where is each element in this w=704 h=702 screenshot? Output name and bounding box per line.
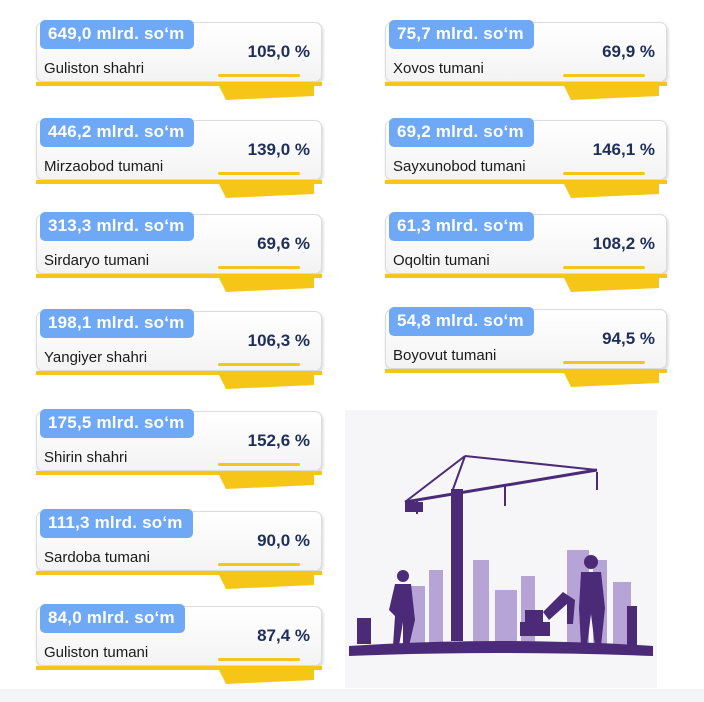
card-accent-bar [36, 666, 322, 670]
amount-badge: 649,0 mlrd. so‘m [40, 20, 195, 49]
card-flag-shape [563, 84, 659, 100]
card-flag-shape [218, 276, 314, 292]
stat-card-left-1: 649,0 mlrd. so‘m Guliston shahri 105,0 % [36, 20, 322, 100]
stat-card-left-3: 313,3 mlrd. so‘m Sirdaryo tumani 69,6 % [36, 212, 322, 292]
percent-underline [218, 74, 300, 77]
percent-value: 90,0 % [257, 531, 310, 550]
stat-card-right-3: 61,3 mlrd. so‘m Oqoltin tumani 108,2 % [385, 212, 667, 292]
place-label: Xovos tumani [393, 60, 484, 77]
percent-underline [563, 361, 645, 364]
card-accent-bar [385, 82, 667, 86]
percent-value: 69,9 % [602, 42, 655, 61]
card-flag-shape [218, 373, 314, 389]
card-flag-shape [218, 182, 314, 198]
place-label: Sirdaryo tumani [44, 252, 150, 269]
stat-card-left-5: 175,5 mlrd. so‘m Shirin shahri 152,6 % [36, 409, 322, 489]
card-flag-shape [218, 84, 314, 100]
percent-value: 87,4 % [257, 626, 310, 645]
construction-silhouette-icon [349, 455, 653, 656]
percent-underline [218, 463, 300, 466]
place-label: Sardoba tumani [44, 549, 150, 566]
card-flag-shape [563, 182, 659, 198]
percent-value: 106,3 % [247, 331, 310, 350]
card-accent-bar [36, 371, 322, 375]
amount-badge: 198,1 mlrd. so‘m [40, 309, 195, 338]
place-label: Shirin shahri [44, 449, 128, 466]
percent-underline [563, 172, 645, 175]
card-accent-bar [385, 369, 667, 373]
card-accent-bar [36, 180, 322, 184]
percent-value: 152,6 % [247, 431, 310, 450]
place-label: Oqoltin tumani [393, 252, 490, 269]
amount-badge: 84,0 mlrd. so‘m [40, 604, 185, 633]
place-label: Sayxunobod tumani [393, 158, 526, 175]
percent-underline [218, 363, 300, 366]
percent-value: 146,1 % [592, 140, 655, 159]
card-accent-bar [36, 82, 322, 86]
card-flag-shape [563, 371, 659, 387]
amount-badge: 69,2 mlrd. so‘m [389, 118, 534, 147]
card-flag-shape [218, 573, 314, 589]
stat-card-right-1: 75,7 mlrd. so‘m Xovos tumani 69,9 % [385, 20, 667, 100]
card-flag-shape [218, 668, 314, 684]
amount-badge: 446,2 mlrd. so‘m [40, 118, 195, 147]
amount-badge: 175,5 mlrd. so‘m [40, 409, 195, 438]
stat-card-left-6: 111,3 mlrd. so‘m Sardoba tumani 90,0 % [36, 509, 322, 589]
card-flag-shape [218, 473, 314, 489]
percent-underline [218, 266, 300, 269]
percent-underline [563, 266, 645, 269]
construction-illustration [345, 410, 657, 688]
stat-card-left-7: 84,0 mlrd. so‘m Guliston tumani 87,4 % [36, 604, 322, 684]
card-flag-shape [563, 276, 659, 292]
card-accent-bar [36, 274, 322, 278]
amount-badge: 111,3 mlrd. so‘m [40, 509, 193, 538]
stat-card-left-4: 198,1 mlrd. so‘m Yangiyer shahri 106,3 % [36, 309, 322, 389]
place-label: Guliston shahri [44, 60, 145, 77]
percent-underline [218, 563, 300, 566]
card-accent-bar [385, 180, 667, 184]
percent-value: 108,2 % [592, 234, 655, 253]
place-label: Yangiyer shahri [44, 349, 148, 366]
stat-card-right-2: 69,2 mlrd. so‘m Sayxunobod tumani 146,1 … [385, 118, 667, 198]
percent-underline [563, 74, 645, 77]
place-label: Boyovut tumani [393, 347, 497, 364]
amount-badge: 61,3 mlrd. so‘m [389, 212, 534, 241]
percent-underline [218, 172, 300, 175]
percent-value: 105,0 % [247, 42, 310, 61]
stat-card-left-2: 446,2 mlrd. so‘m Mirzaobod tumani 139,0 … [36, 118, 322, 198]
card-accent-bar [385, 274, 667, 278]
place-label: Guliston tumani [44, 644, 149, 661]
bottom-band [0, 689, 704, 702]
card-accent-bar [36, 471, 322, 475]
percent-value: 69,6 % [257, 234, 310, 253]
amount-badge: 75,7 mlrd. so‘m [389, 20, 534, 49]
percent-underline [218, 658, 300, 661]
amount-badge: 54,8 mlrd. so‘m [389, 307, 534, 336]
percent-value: 94,5 % [602, 329, 655, 348]
percent-value: 139,0 % [247, 140, 310, 159]
stat-card-right-4: 54,8 mlrd. so‘m Boyovut tumani 94,5 % [385, 307, 667, 387]
amount-badge: 313,3 mlrd. so‘m [40, 212, 195, 241]
card-accent-bar [36, 571, 322, 575]
place-label: Mirzaobod tumani [44, 158, 164, 175]
